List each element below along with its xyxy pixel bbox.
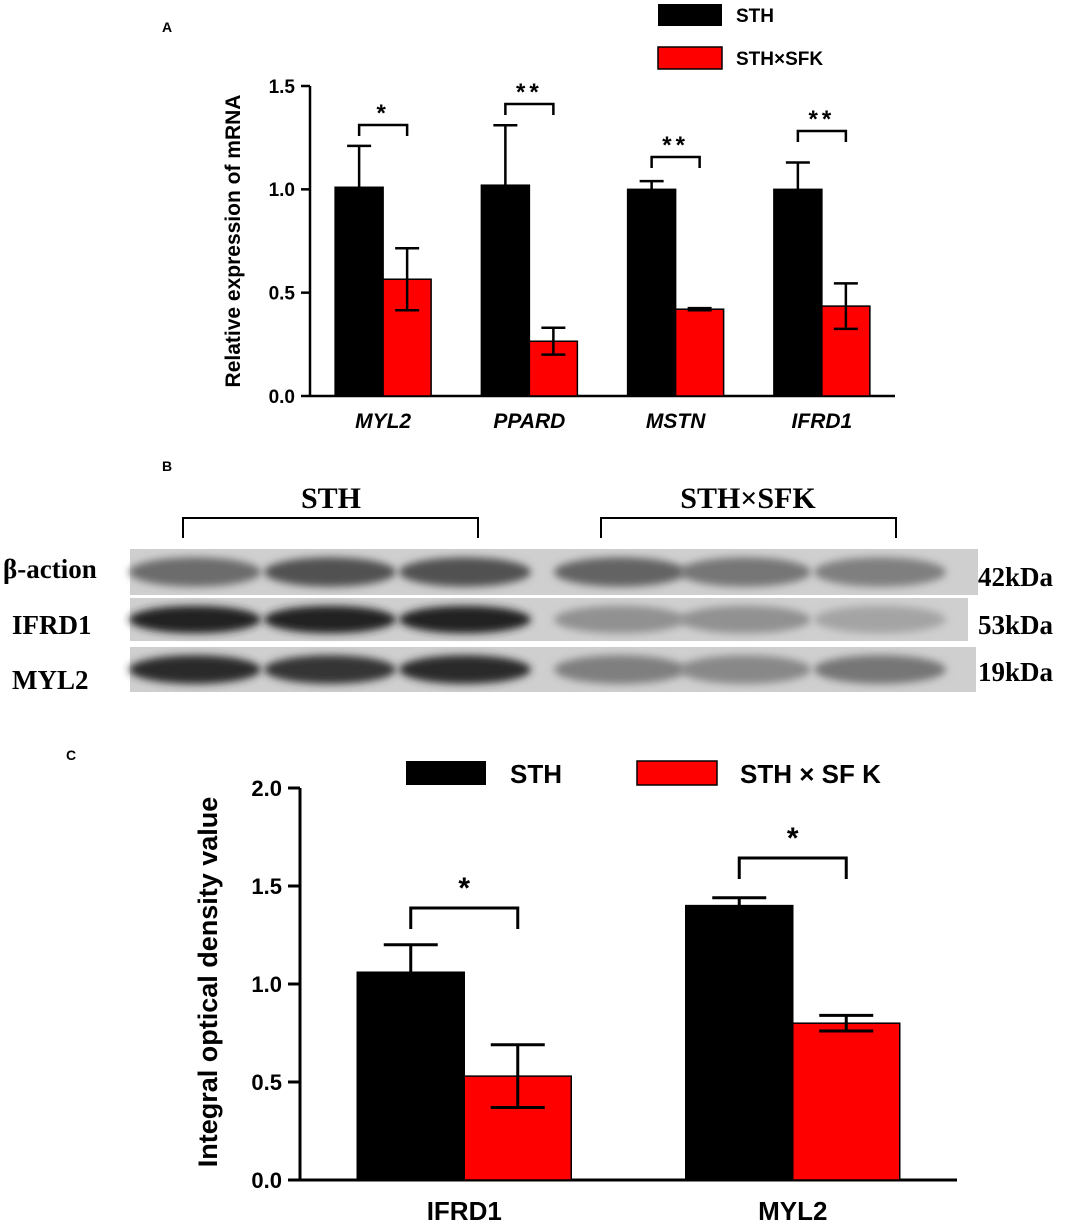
bar-sth (773, 188, 823, 397)
bracket-cross (600, 517, 897, 538)
legend-swatch-cross-a (657, 46, 723, 70)
significance-mark: ** (662, 132, 689, 159)
x-tick-label: IFRD1 (792, 410, 853, 433)
x-tick-label: IFRD1 (427, 1196, 502, 1226)
bar-cross (792, 1022, 901, 1181)
significance-bracket (409, 906, 520, 929)
y-tick-label: 1.5 (251, 874, 282, 899)
significance-bracket (504, 102, 555, 115)
group-label-cross: STH×SFK (680, 482, 816, 515)
significance-mark: * (458, 872, 470, 905)
blot-band (554, 655, 686, 684)
chart-c: STH STH × SF K Integral optical density … (193, 759, 957, 1226)
significance-mark: ** (516, 79, 543, 106)
blot-band (814, 655, 946, 684)
y-tick-label: 1.0 (251, 972, 282, 997)
significance-bracket (796, 129, 848, 142)
bar-cross (528, 340, 579, 397)
blot-band (679, 655, 811, 684)
legend-swatch-cross-c (636, 760, 718, 786)
bar-sth (356, 971, 465, 1181)
panel-label-c: C (66, 747, 76, 763)
size-label-53kda: 53kDa (978, 610, 1054, 640)
blot-band (264, 655, 396, 684)
significance-mark: * (376, 100, 389, 127)
western-blot: STH STH×SFK β-action IFRD1 MYL2 42kDa 53… (3, 482, 1054, 695)
protein-label-ifrd1: IFRD1 (12, 610, 92, 640)
y-tick-label: 1.5 (269, 77, 296, 98)
legend-swatch-sth-a (658, 4, 722, 26)
group-label-sth: STH (301, 482, 361, 515)
significance-bracket (650, 155, 701, 168)
y-axis-label-c: Integral optical density value (193, 797, 223, 1168)
significance-mark: * (787, 822, 799, 855)
y-tick-label: 0.0 (269, 387, 295, 408)
legend-label-sth-c: STH (510, 759, 562, 789)
y-tick-label: 1.0 (269, 180, 295, 201)
y-tick-label: 0.5 (269, 284, 296, 305)
size-label-42kda: 42kDa (978, 562, 1054, 592)
legend-label-sth-a: STH (736, 6, 774, 27)
blot-band (264, 605, 396, 634)
x-tick-label: MSTN (646, 410, 706, 433)
y-tick-label: 0.0 (251, 1168, 282, 1193)
blot-band (399, 605, 531, 634)
significance-bracket (737, 856, 848, 879)
y-axis-label-a: Relative expression of mRNA (222, 95, 245, 388)
chart-a: STH STH×SFK Relative expression of mRNA … (222, 4, 895, 433)
blot-band (679, 605, 811, 634)
blot-band (129, 605, 261, 634)
x-tick-label: PPARD (493, 410, 565, 433)
bar-sth (334, 186, 384, 397)
x-tick-label: MYL2 (758, 1196, 827, 1226)
panel-label-a: A (162, 19, 172, 35)
blot-band (814, 605, 946, 634)
blot-band (554, 605, 686, 634)
y-tick-label: 0.5 (251, 1070, 282, 1095)
blot-band (264, 557, 396, 587)
size-label-19kda: 19kDa (978, 657, 1054, 687)
blot-band (814, 557, 946, 587)
significance-mark: ** (809, 106, 836, 133)
legend-label-cross-a: STH×SFK (736, 49, 823, 70)
blot-band (399, 557, 531, 587)
bar-sth (626, 188, 677, 397)
blot-band (129, 557, 261, 587)
x-tick-label: MYL2 (355, 410, 411, 433)
bracket-sth (182, 517, 479, 538)
bar-sth (480, 184, 531, 397)
significance-bracket (357, 123, 409, 136)
blot-band (679, 557, 811, 587)
y-tick-label: 2.0 (251, 776, 282, 801)
bar-sth (685, 904, 794, 1181)
legend-swatch-sth-c (406, 761, 486, 785)
bar-cross (674, 308, 725, 397)
blot-band (129, 655, 261, 684)
legend-label-cross-c: STH × SF K (740, 759, 881, 789)
blot-band (399, 655, 531, 684)
panel-label-b: B (162, 458, 172, 474)
protein-label-myl2: MYL2 (12, 665, 89, 695)
blot-band (554, 557, 686, 587)
protein-label-beta-actin: β-action (3, 554, 97, 584)
